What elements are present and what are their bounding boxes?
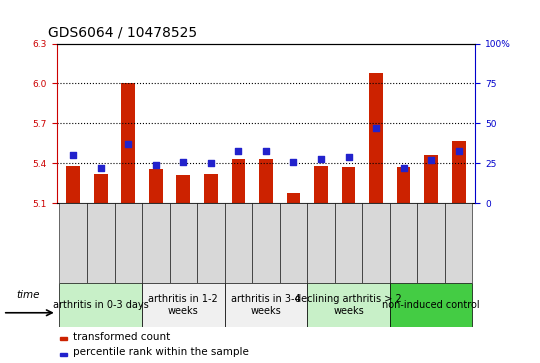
Text: non-induced control: non-induced control [382,300,480,310]
Bar [369,73,383,203]
Text: arthritis in 1-2
weeks: arthritis in 1-2 weeks [148,294,218,316]
Point [261,148,270,154]
Bar [59,353,67,356]
Bar [307,203,335,283]
Point [124,141,133,147]
Point [372,125,380,131]
Point [316,156,325,162]
Point [207,160,215,166]
Text: arthritis in 0-3 days: arthritis in 0-3 days [53,300,148,310]
Bar [314,166,328,203]
Bar [204,174,218,203]
Point [344,154,353,160]
Bar [259,159,273,203]
Bar [280,203,307,283]
Bar [287,193,300,203]
Bar [252,203,280,283]
Bar [390,283,472,327]
Text: percentile rank within the sample: percentile rank within the sample [73,347,249,357]
Bar [232,159,245,203]
Bar [445,203,472,283]
Bar [197,203,225,283]
Bar [452,141,465,203]
Text: transformed count: transformed count [73,331,170,342]
Text: time: time [17,290,40,300]
Bar [177,175,190,203]
Point [179,159,188,165]
Bar [142,283,225,327]
Point [234,148,243,154]
Bar [342,167,355,203]
Bar [225,283,307,327]
Bar [362,203,390,283]
Text: arthritis in 3-4
weeks: arthritis in 3-4 weeks [231,294,301,316]
Text: declining arthritis > 2
weeks: declining arthritis > 2 weeks [295,294,402,316]
Bar [335,203,362,283]
Bar [59,283,142,327]
Bar [170,203,197,283]
Bar [94,174,107,203]
Bar [397,167,410,203]
Bar [149,169,163,203]
Bar [142,203,170,283]
Point [427,157,435,163]
Bar [122,83,135,203]
Point [97,165,105,171]
Point [399,165,408,171]
Bar [417,203,445,283]
Bar [307,283,390,327]
Point [152,162,160,168]
Point [289,159,298,165]
Point [454,148,463,154]
Bar [59,203,87,283]
Text: GDS6064 / 10478525: GDS6064 / 10478525 [49,26,198,40]
Bar [424,155,438,203]
Bar [225,203,252,283]
Bar [66,166,80,203]
Bar [114,203,142,283]
Bar [390,203,417,283]
Bar [87,203,114,283]
Point [69,152,78,158]
Bar [59,337,67,340]
